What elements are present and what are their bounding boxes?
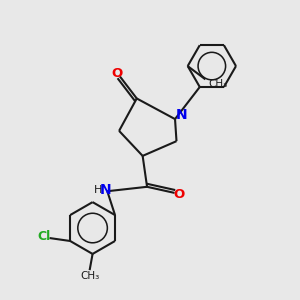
Text: H: H <box>94 185 102 195</box>
Text: N: N <box>176 108 187 122</box>
Text: CH₃: CH₃ <box>208 79 227 89</box>
Text: N: N <box>100 183 112 197</box>
Text: O: O <box>173 188 184 201</box>
Text: O: O <box>111 67 123 80</box>
Text: Cl: Cl <box>37 230 50 243</box>
Text: CH₃: CH₃ <box>80 271 99 281</box>
